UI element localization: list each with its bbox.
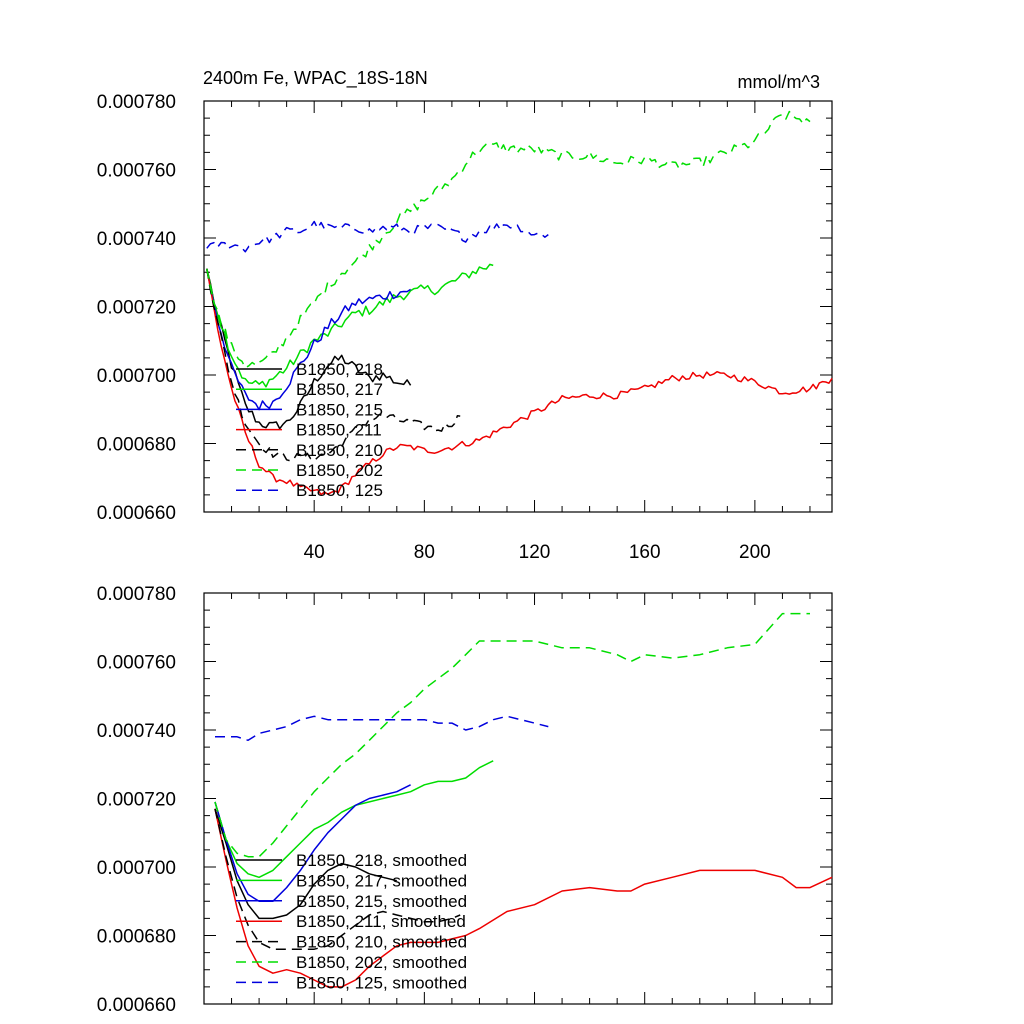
series-line xyxy=(206,268,461,462)
series-line xyxy=(206,268,411,411)
legend-label: B1850, 218 xyxy=(296,360,383,379)
y-tick-label: 0.000760 xyxy=(97,653,176,674)
legend-label: B1850, 210 xyxy=(296,441,383,460)
y-tick-label: 0.000700 xyxy=(97,366,176,387)
y-tick-label: 0.000780 xyxy=(97,584,176,605)
series-line xyxy=(206,268,833,496)
units-label: mmol/m^3 xyxy=(738,72,820,92)
x-tick-label: 160 xyxy=(629,542,661,563)
series-line xyxy=(206,110,811,369)
y-tick-label: 0.000720 xyxy=(97,298,176,319)
legend-label: B1850, 218, smoothed xyxy=(296,851,467,870)
y-tick-label: 0.000680 xyxy=(97,435,176,456)
top-panel: 2400m Fe, WPAC_18S-18N mmol/m^3 0.000660… xyxy=(97,68,833,563)
series-line xyxy=(215,715,549,742)
y-tick-label: 0.000740 xyxy=(97,229,176,250)
legend-label: B1850, 211, smoothed xyxy=(296,912,466,931)
legend-label: B1850, 217, smoothed xyxy=(296,871,467,890)
x-tick-label: 120 xyxy=(519,542,551,563)
series-line xyxy=(214,808,833,988)
legend-label: B1850, 125 xyxy=(296,481,383,500)
bottom-panel: 0.000660 0.000680 0.000700 0.000720 0.000740… xyxy=(97,584,833,1016)
legend-label: B1850, 217 xyxy=(296,380,383,399)
y-tick-label: 0.000740 xyxy=(97,721,176,742)
series-line xyxy=(214,612,810,858)
y-tick-label: 0.000680 xyxy=(97,927,176,948)
y-tick-label: 0.000780 xyxy=(97,92,176,113)
series-line xyxy=(214,760,494,879)
series-line xyxy=(214,784,411,903)
legend-label: B1850, 202 xyxy=(296,461,383,480)
legend-label: B1850, 215, smoothed xyxy=(296,892,467,911)
y-tick-label: 0.000660 xyxy=(97,995,176,1016)
legend-label: B1850, 215 xyxy=(296,400,383,419)
series-line xyxy=(206,263,494,388)
x-tick-label: 200 xyxy=(739,542,771,563)
legend-label: B1850, 125, smoothed xyxy=(296,973,467,992)
y-tick-label: 0.000700 xyxy=(97,858,176,879)
y-tick-label: 0.000660 xyxy=(97,503,176,524)
series-line xyxy=(206,268,412,430)
x-tick-label: 80 xyxy=(414,542,435,563)
legend-label: B1850, 210, smoothed xyxy=(296,933,467,952)
series-line xyxy=(206,220,549,253)
x-tick-label: 40 xyxy=(304,542,325,563)
chart-title: 2400m Fe, WPAC_18S-18N xyxy=(203,68,428,89)
legend-label: B1850, 211 xyxy=(296,421,382,440)
series-line xyxy=(214,808,397,920)
y-tick-label: 0.000720 xyxy=(97,790,176,811)
legend-label: B1850, 202, smoothed xyxy=(296,953,467,972)
y-tick-label: 0.000760 xyxy=(97,161,176,182)
